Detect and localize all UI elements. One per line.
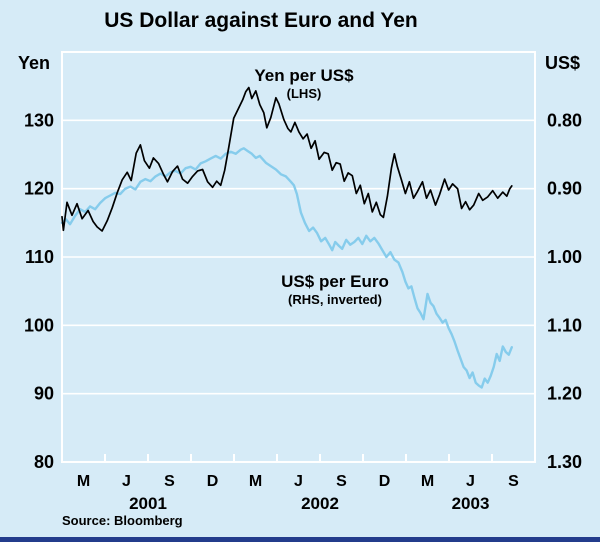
right-tick-label-1.20: 1.20 — [547, 384, 582, 404]
x-month-label-2: S — [164, 473, 175, 490]
right-axis-unit-label: US$ — [545, 53, 581, 73]
left-tick-label-120: 120 — [24, 179, 54, 199]
left-tick-label-110: 110 — [25, 247, 54, 267]
x-month-label-6: S — [336, 473, 347, 490]
left-tick-label-130: 130 — [24, 110, 54, 130]
series-annotation-yen-sub: (LHS) — [286, 86, 322, 101]
x-year-label-2001: 2001 — [129, 494, 167, 513]
series-line-yen-per-us- — [61, 86, 513, 232]
right-tick-label-1.00: 1.00 — [547, 247, 582, 267]
series-annotation-euro: US$ per Euro — [281, 272, 389, 291]
bottom-rule — [0, 537, 600, 542]
x-month-label-0: M — [77, 473, 90, 490]
x-year-label-2003: 2003 — [452, 494, 490, 513]
left-tick-label-100: 100 — [24, 315, 54, 335]
left-axis-unit-label: Yen — [18, 53, 51, 73]
x-month-label-9: J — [466, 473, 475, 490]
right-tick-label-1.10: 1.10 — [547, 315, 582, 335]
x-month-label-1: J — [122, 473, 131, 490]
right-tick-label-1.30: 1.30 — [547, 452, 582, 472]
chart-title: US Dollar against Euro and Yen — [104, 9, 418, 32]
x-month-label-7: D — [379, 473, 391, 490]
source-note: Source: Bloomberg — [62, 513, 183, 528]
plot-frame — [61, 51, 536, 463]
left-tick-label-90: 90 — [34, 384, 54, 404]
x-month-label-5: J — [294, 473, 303, 490]
right-tick-label-0.90: 0.90 — [547, 179, 582, 199]
series-line-us-per-euro — [60, 147, 513, 389]
series-annotation-euro-sub: (RHS, inverted) — [288, 292, 382, 307]
left-tick-label-80: 80 — [34, 452, 54, 472]
x-year-label-2002: 2002 — [301, 494, 339, 513]
x-month-label-10: S — [508, 473, 519, 490]
series-annotation-yen: Yen per US$ — [254, 66, 354, 85]
x-month-label-4: M — [249, 473, 262, 490]
x-month-label-3: D — [207, 473, 219, 490]
right-tick-label-0.80: 0.80 — [547, 110, 582, 130]
x-month-label-8: M — [421, 473, 434, 490]
